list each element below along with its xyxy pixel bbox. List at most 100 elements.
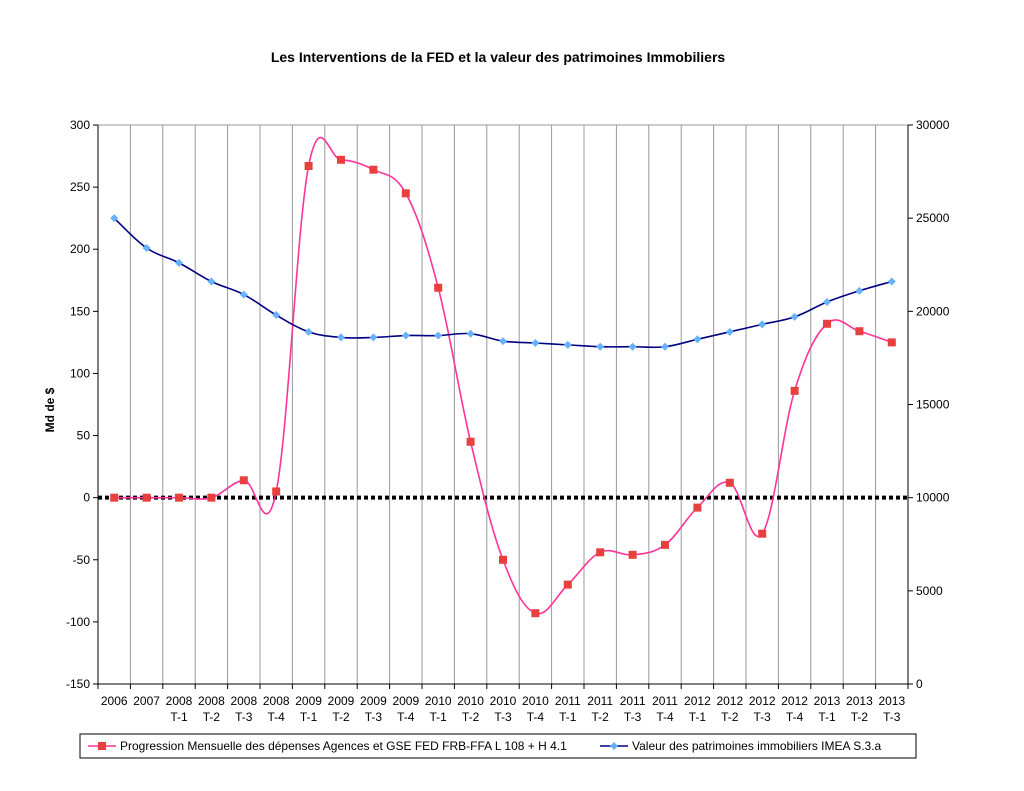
right-tick-label: 25000 xyxy=(916,211,950,225)
x-tick-label-quarter: T-4 xyxy=(656,710,674,724)
series-2-point xyxy=(596,342,605,351)
x-tick-label-year: 2013 xyxy=(878,694,905,708)
right-tick-label: 15000 xyxy=(916,398,950,412)
left-tick-label: 150 xyxy=(70,304,90,318)
series-1-point xyxy=(596,548,605,557)
series-2-point xyxy=(790,312,799,321)
series-1-point xyxy=(499,555,507,564)
x-tick-label-quarter: T-1 xyxy=(300,710,318,724)
series-2-point xyxy=(142,243,151,252)
series-1-point xyxy=(758,529,767,538)
x-tick-label-year: 2011 xyxy=(555,694,581,708)
x-tick-label-year: 2011 xyxy=(587,694,613,708)
x-tick-label-year: 2009 xyxy=(392,694,419,708)
x-tick-label-year: 2011 xyxy=(620,694,646,708)
series-2-point xyxy=(369,333,378,342)
right-tick-label: 20000 xyxy=(916,304,950,318)
series-2-point xyxy=(823,298,831,307)
x-tick-label-quarter: T-4 xyxy=(527,710,545,724)
x-tick-label-year: 2006 xyxy=(101,694,128,708)
plot-area xyxy=(98,125,908,684)
series-1-point xyxy=(434,283,443,292)
legend-swatch-1-marker xyxy=(98,742,106,750)
right-tick-label: 30000 xyxy=(916,118,950,132)
left-tick-label: -50 xyxy=(73,553,91,567)
series-1-point xyxy=(110,493,119,502)
right-tick-label: 10000 xyxy=(916,491,950,505)
series-1-point xyxy=(142,493,151,502)
series-1-point xyxy=(790,386,799,395)
x-tick-label-quarter: T-2 xyxy=(462,710,480,724)
series-2-point xyxy=(434,331,443,340)
series-1 xyxy=(110,136,896,618)
x-tick-label-quarter: T-3 xyxy=(365,710,383,724)
x-tick-label-quarter: T-2 xyxy=(592,710,610,724)
x-tick-label-year: 2010 xyxy=(522,694,549,708)
x-tick-label-year: 2013 xyxy=(846,694,873,708)
x-tick-label-year: 2013 xyxy=(814,694,841,708)
left-tick-label: 0 xyxy=(83,491,90,505)
right-tick-label: 5000 xyxy=(916,584,943,598)
x-axis-ticks: 2006 2007 2008 T-1 2008 T-2 2008 T-3 2008 T-4 2009… xyxy=(97,684,909,724)
x-tick-label-year: 2008 xyxy=(263,694,290,708)
x-tick-label-year: 2009 xyxy=(295,694,322,708)
x-tick-label-year: 2011 xyxy=(652,694,678,708)
legend-box xyxy=(79,733,917,759)
series-1-point xyxy=(369,165,378,174)
series-2-point xyxy=(401,331,410,340)
series-2-point xyxy=(466,329,475,338)
series-2-point xyxy=(272,311,281,320)
series-2-point xyxy=(563,340,572,349)
grid-lines xyxy=(98,124,908,684)
x-tick-label-quarter: T-2 xyxy=(721,710,739,724)
series-1-point xyxy=(401,189,410,198)
series-1-point xyxy=(725,478,734,487)
x-tick-label-quarter: T-4 xyxy=(268,710,286,724)
series-1-point xyxy=(563,580,572,589)
series-2-point xyxy=(855,286,864,295)
x-tick-label-year: 2010 xyxy=(457,694,484,708)
x-tick-label-year: 2009 xyxy=(328,694,355,708)
series-1-point xyxy=(855,327,864,336)
x-tick-label-quarter: T-3 xyxy=(494,710,512,724)
plot-background xyxy=(98,125,908,684)
x-tick-label-quarter: T-4 xyxy=(786,710,804,724)
series-layer xyxy=(110,136,896,618)
series-2-point xyxy=(628,342,637,351)
series-2-point xyxy=(337,333,345,342)
series-2-point xyxy=(304,327,313,336)
series-1-point xyxy=(337,155,345,164)
left-tick-label: -150 xyxy=(66,677,90,691)
x-tick-label-year: 2012 xyxy=(749,694,776,708)
legend-label-1: Progression Mensuelle des dépenses Agenc… xyxy=(120,739,567,753)
x-tick-label-quarter: T-1 xyxy=(689,710,707,724)
left-tick-label: 300 xyxy=(70,118,90,132)
x-tick-label-quarter: T-4 xyxy=(397,710,415,724)
left-tick-label: 100 xyxy=(70,366,90,380)
x-tick-label-quarter: T-3 xyxy=(883,710,901,724)
series-2-point xyxy=(725,327,734,336)
series-2-point xyxy=(887,277,896,286)
x-tick-label-quarter: T-2 xyxy=(851,710,869,724)
right-tick-label: 0 xyxy=(916,677,923,691)
legend: Progression Mensuelle des dépenses Agenc… xyxy=(79,733,917,759)
x-tick-label-quarter: T-1 xyxy=(559,710,577,724)
series-2-point xyxy=(531,339,540,348)
x-tick-label-quarter: T-3 xyxy=(754,710,772,724)
series-1-point xyxy=(531,609,540,618)
series-1-point xyxy=(239,476,248,485)
series-2-point xyxy=(239,290,248,299)
series-1-point xyxy=(693,503,702,512)
left-tick-label: 200 xyxy=(70,242,90,256)
series-2 xyxy=(110,214,896,351)
y-axis-label: Md de $ xyxy=(43,387,57,432)
x-tick-label-year: 2008 xyxy=(198,694,225,708)
left-tick-label: 50 xyxy=(77,429,91,443)
x-tick-label-quarter: T-1 xyxy=(818,710,836,724)
series-1-point xyxy=(887,338,896,347)
series-2-point xyxy=(693,335,702,344)
x-tick-label-year: 2012 xyxy=(716,694,743,708)
legend-swatch-2-marker xyxy=(610,742,618,750)
